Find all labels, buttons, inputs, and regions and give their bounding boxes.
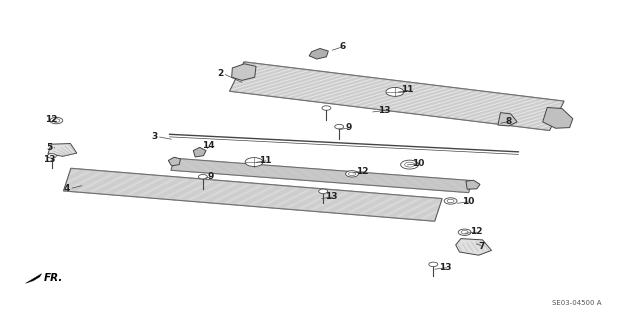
Circle shape (458, 229, 471, 235)
Circle shape (335, 124, 344, 129)
Text: 10: 10 (462, 197, 474, 206)
Polygon shape (309, 48, 328, 59)
Text: 13: 13 (325, 192, 338, 201)
Text: 12: 12 (470, 227, 483, 236)
Text: 8: 8 (506, 117, 512, 126)
Circle shape (429, 262, 438, 267)
Circle shape (47, 154, 56, 158)
Polygon shape (456, 239, 492, 255)
Circle shape (404, 162, 415, 167)
Text: 11: 11 (259, 156, 271, 165)
Polygon shape (543, 108, 573, 128)
Text: 9: 9 (346, 123, 352, 132)
Text: 13: 13 (439, 263, 452, 272)
Circle shape (322, 106, 331, 110)
Polygon shape (466, 180, 480, 189)
Polygon shape (168, 157, 180, 166)
Text: 5: 5 (46, 143, 52, 152)
Text: 13: 13 (44, 155, 56, 164)
Circle shape (319, 189, 328, 194)
Text: 14: 14 (202, 141, 214, 150)
Text: 9: 9 (208, 172, 214, 181)
Polygon shape (230, 62, 564, 130)
Text: 7: 7 (479, 242, 485, 251)
Circle shape (245, 158, 263, 167)
Circle shape (401, 160, 419, 169)
Text: 6: 6 (339, 42, 346, 51)
Polygon shape (63, 168, 442, 221)
Text: SE03-04500 A: SE03-04500 A (552, 300, 602, 306)
Text: 11: 11 (401, 85, 413, 94)
Text: 12: 12 (45, 115, 58, 124)
Text: FR.: FR. (44, 273, 63, 284)
Polygon shape (171, 158, 472, 193)
Text: 12: 12 (356, 167, 369, 176)
Text: 4: 4 (64, 184, 70, 193)
Circle shape (198, 174, 207, 179)
Polygon shape (498, 113, 517, 126)
Text: 13: 13 (378, 106, 390, 115)
Circle shape (386, 87, 404, 96)
Polygon shape (232, 64, 256, 80)
Circle shape (349, 172, 356, 175)
Circle shape (461, 230, 468, 234)
Polygon shape (26, 274, 42, 283)
Circle shape (50, 117, 63, 124)
Circle shape (52, 119, 60, 122)
Circle shape (447, 199, 454, 203)
Circle shape (346, 171, 358, 177)
Text: 3: 3 (152, 132, 158, 141)
Polygon shape (193, 147, 206, 157)
Polygon shape (48, 144, 77, 156)
Text: 10: 10 (412, 159, 424, 168)
Text: 2: 2 (218, 69, 224, 78)
Circle shape (444, 198, 457, 204)
